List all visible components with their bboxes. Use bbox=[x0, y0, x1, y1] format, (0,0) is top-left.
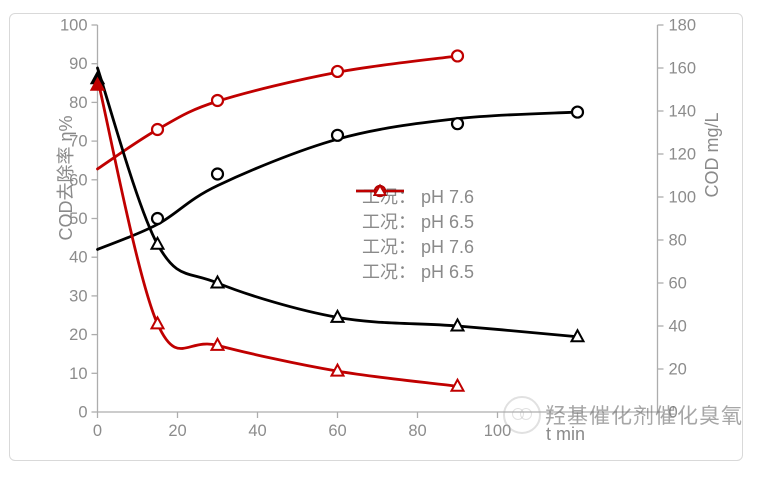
right-axis-tick-label: 120 bbox=[669, 146, 697, 164]
legend-item-triangle-ph65: 工况： pH 6.5 bbox=[356, 183, 475, 283]
line-triangle-marker-icon bbox=[356, 183, 404, 196]
left-axis-tick-label: 40 bbox=[69, 249, 87, 267]
data-point-removal-ph6.5 bbox=[150, 122, 165, 137]
right-axis-tick-label: 0 bbox=[669, 404, 678, 422]
x-axis-tick-label: 60 bbox=[328, 422, 346, 440]
data-point-cod-ph6.5 bbox=[449, 377, 466, 392]
y-axis-left-title: COD去除率 η% bbox=[56, 115, 76, 241]
x-axis-tick-label: 40 bbox=[248, 422, 266, 440]
legend-label: 工况： pH 7.6 bbox=[362, 236, 475, 257]
data-point-removal-ph6.5 bbox=[450, 49, 465, 63]
right-axis-tick-label: 180 bbox=[669, 17, 697, 35]
legend: 工况： pH 7.6 工况： pH 6.5 工况： pH 7.6 工况： pH … bbox=[356, 183, 474, 283]
x-axis-title: t min bbox=[546, 424, 586, 444]
series-curve-cod-ph7.6 bbox=[96, 66, 579, 339]
y-axis-right-title: COD mg/L bbox=[702, 112, 722, 198]
x-axis-tick-label: 20 bbox=[168, 422, 186, 440]
legend-label: 工况： pH 6.5 bbox=[362, 261, 475, 282]
left-axis-tick-label: 80 bbox=[69, 94, 87, 112]
data-point-removal-ph7.6 bbox=[570, 105, 585, 119]
data-point-removal-ph6.5 bbox=[210, 93, 225, 108]
left-axis-tick-label: 60 bbox=[69, 171, 87, 189]
legend-item-triangle-ph76: 工况： pH 7.6 bbox=[356, 183, 475, 258]
x-axis-tick-label: 100 bbox=[484, 422, 512, 440]
data-point-cod-ph7.6 bbox=[569, 328, 586, 343]
right-axis-tick-label: 40 bbox=[669, 318, 687, 336]
data-point-cod-ph6.5 bbox=[89, 76, 106, 91]
right-axis-tick-label: 160 bbox=[669, 60, 697, 78]
data-point-cod-ph6.5 bbox=[209, 336, 226, 351]
right-axis-tick-label: 140 bbox=[669, 103, 697, 121]
data-point-cod-ph6.5 bbox=[329, 362, 346, 377]
left-axis-tick-label: 100 bbox=[60, 17, 88, 35]
right-axis-tick-label: 20 bbox=[669, 361, 687, 379]
left-axis-tick-label: 0 bbox=[78, 404, 87, 422]
left-axis-tick-label: 10 bbox=[69, 365, 87, 383]
data-point-cod-ph7.6 bbox=[209, 274, 226, 289]
data-point-cod-ph7.6 bbox=[329, 308, 346, 323]
data-point-removal-ph7.6 bbox=[150, 211, 165, 226]
data-point-removal-ph6.5 bbox=[330, 64, 345, 79]
legend-item-circle-ph65: 工况： pH 6.5 bbox=[356, 184, 475, 233]
left-axis-tick-label: 70 bbox=[69, 133, 87, 151]
left-axis-tick-label: 30 bbox=[69, 287, 87, 305]
right-axis-tick-label: 100 bbox=[669, 189, 697, 207]
data-point-cod-ph6.5 bbox=[149, 315, 166, 330]
right-axis-tick-label: 80 bbox=[669, 232, 687, 250]
data-point-removal-ph7.6 bbox=[210, 167, 225, 181]
left-axis-tick-label: 90 bbox=[69, 55, 87, 73]
data-point-cod-ph7.6 bbox=[149, 235, 166, 250]
left-axis-tick-label: 20 bbox=[69, 326, 87, 344]
x-axis-tick-label: 0 bbox=[93, 422, 102, 440]
data-point-cod-ph7.6 bbox=[449, 317, 466, 332]
legend-label: 工况： pH 6.5 bbox=[362, 211, 475, 232]
data-point-removal-ph7.6 bbox=[450, 117, 465, 131]
series-curve-removal-ph6.5 bbox=[96, 54, 459, 171]
left-axis-tick-label: 50 bbox=[69, 210, 87, 228]
data-point-removal-ph7.6 bbox=[330, 128, 345, 142]
x-axis-tick-label: 80 bbox=[408, 422, 426, 440]
right-axis-tick-label: 60 bbox=[669, 275, 687, 293]
